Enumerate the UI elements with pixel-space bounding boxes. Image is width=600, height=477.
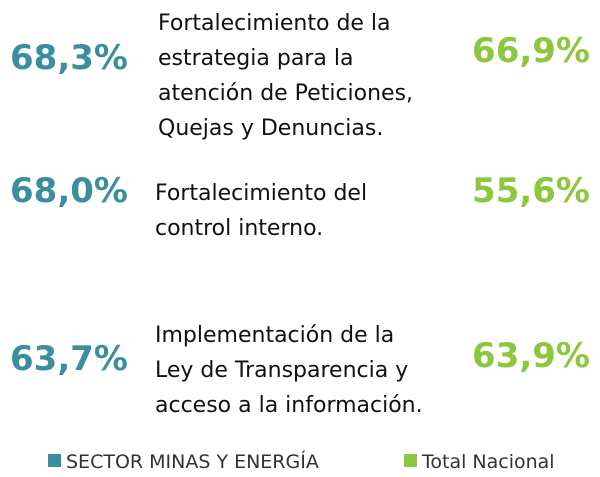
item-label: Implementación de la xyxy=(155,323,394,348)
item-label: Fortalecimiento de la xyxy=(158,11,391,36)
legend-swatch xyxy=(404,454,417,467)
national-value: 63,9% xyxy=(472,336,590,376)
legend-label: SECTOR MINAS Y ENERGÍA xyxy=(66,450,319,473)
sector-value: 63,7% xyxy=(10,339,128,379)
sector-value: 68,0% xyxy=(10,171,128,211)
item-label: Fortalecimiento del xyxy=(155,181,367,206)
item-label: control interno. xyxy=(155,216,323,241)
national-value: 55,6% xyxy=(472,171,590,211)
legend-label: Total Nacional xyxy=(421,451,555,473)
item-label: Quejas y Denuncias. xyxy=(158,116,383,141)
item-label: Ley de Transparencia y xyxy=(155,358,408,383)
item-label: acceso a la información. xyxy=(155,393,423,418)
item-label: atención de Peticiones, xyxy=(158,81,413,106)
item-label: estrategia para la xyxy=(158,46,353,71)
legend-swatch xyxy=(48,454,61,467)
national-value: 66,9% xyxy=(472,31,590,71)
sector-value: 68,3% xyxy=(10,38,128,78)
